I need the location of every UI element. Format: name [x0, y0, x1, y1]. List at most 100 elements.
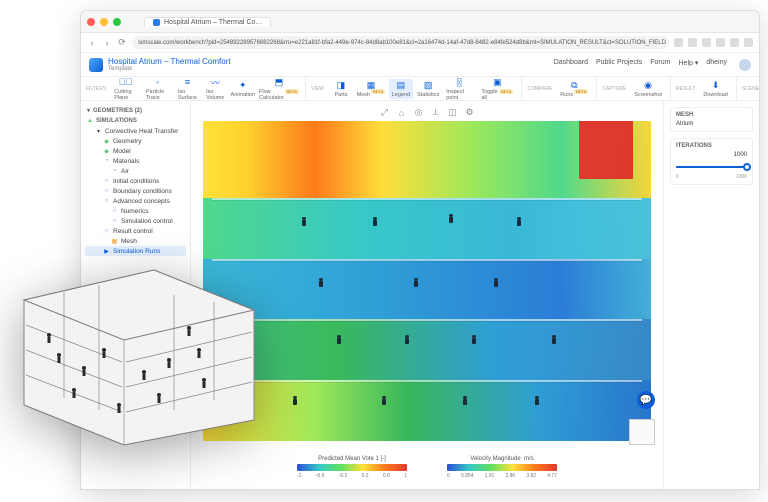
- url-field[interactable]: simscale.com/workbench?pid=2548922895768…: [132, 36, 669, 49]
- legend-ticks: -1-0.6-0.20.20.61: [297, 473, 407, 479]
- flow-calculator-icon: ⬒: [274, 77, 285, 88]
- toolbar-iso-volume[interactable]: 〰Iso Volume: [203, 76, 228, 102]
- grid-icon[interactable]: ◫: [447, 107, 458, 118]
- legend-pmv: Predicted Mean Vote 1 [-] -1-0.6-0.20.20…: [297, 456, 407, 479]
- window-maximize[interactable]: [113, 18, 121, 26]
- nav-forward-icon[interactable]: ›: [102, 38, 112, 48]
- toolbar-cutting-plane[interactable]: ▭⃫Cutting Plane: [111, 76, 140, 102]
- floor-slab: [212, 319, 642, 321]
- mat-icon: ◔: [103, 158, 110, 165]
- right-panel: MESH Atrium ITERATIONS 1000 0 1000: [663, 101, 759, 489]
- toolbar-section: CAPTURE◉Screenshot: [597, 77, 671, 100]
- simulations-header[interactable]: ▲ SIMULATIONS: [85, 116, 186, 126]
- occupant-icon: [382, 396, 386, 405]
- geometries-header[interactable]: ▾ GEOMETRIES (2): [85, 105, 186, 116]
- tree-initial-conditions[interactable]: ○Initial conditions: [85, 176, 186, 186]
- tree-advanced-concepts[interactable]: ○Advanced concepts: [85, 196, 186, 206]
- link-dashboard[interactable]: Dashboard: [554, 59, 588, 71]
- toolbar-runs[interactable]: ⧉RunsBETA: [557, 79, 591, 99]
- tree-materials[interactable]: ◔Materials: [85, 156, 186, 166]
- toolbar-particle-trace[interactable]: ◦Particle Trace: [143, 76, 172, 102]
- browser-tab[interactable]: Hospital Atrium – Thermal Co…: [144, 17, 271, 27]
- bc-icon: ○: [103, 228, 110, 235]
- ruler-icon[interactable]: ⟂: [430, 107, 441, 118]
- occupant-icon: [472, 335, 476, 344]
- toolbar-btn-label: Toggle all: [481, 89, 498, 101]
- occupant-icon: [337, 335, 341, 344]
- nav-refresh-icon[interactable]: ⟳: [117, 38, 127, 48]
- axis-cube[interactable]: [629, 419, 655, 445]
- occupant-icon: [494, 278, 498, 287]
- nav-back-icon[interactable]: ‹: [87, 38, 97, 48]
- toolbar-btn-label: Mesh: [357, 92, 370, 98]
- toolbar-btn-label: Animation: [231, 92, 255, 98]
- toolbar-animation[interactable]: ✦Animation: [231, 79, 255, 99]
- extension-icon[interactable]: [730, 38, 739, 47]
- toolbar-flow-calculator[interactable]: ⬒Flow CalculatorBETA: [258, 76, 300, 102]
- url-text: simscale.com/workbench?pid=2548922895768…: [138, 40, 666, 46]
- chat-fab[interactable]: 💬: [637, 391, 655, 409]
- colorbar: [297, 464, 407, 471]
- tree-item-label: Materials: [113, 158, 139, 165]
- tick-label: 4.77: [547, 473, 557, 479]
- extension-icon[interactable]: [688, 38, 697, 47]
- toolbar-inspect-point[interactable]: 〿Inspect point: [443, 76, 475, 102]
- settings-icon[interactable]: ⚙: [464, 107, 475, 118]
- iso-surface-icon: ≡: [182, 77, 193, 88]
- window-minimize[interactable]: [100, 18, 108, 26]
- parts-icon: ◨: [336, 80, 347, 91]
- link-forum[interactable]: Forum: [650, 59, 670, 71]
- project-title[interactable]: Hospital Atrium – Thermal Comfort: [108, 57, 231, 66]
- toolbar-toggle-all[interactable]: ▣Toggle allBETA: [478, 76, 516, 102]
- toolbar-section: SCENE⊞Save☰Scenes: [737, 77, 760, 100]
- extension-icon[interactable]: [744, 38, 753, 47]
- tree-geometry[interactable]: ◆Geometry: [85, 136, 186, 146]
- avatar[interactable]: [739, 59, 751, 71]
- occupant-icon: [302, 217, 306, 226]
- toolbar-iso-surface[interactable]: ≡Iso Surface: [175, 76, 200, 102]
- tree-numerics[interactable]: ○Numerics: [85, 206, 186, 216]
- fit-view-icon[interactable]: ⤢: [379, 107, 390, 118]
- thermal-building: [203, 121, 651, 441]
- link-help[interactable]: Help ▾: [679, 59, 699, 71]
- tree-simulation-control[interactable]: ○Simulation control: [85, 216, 186, 226]
- occupant-icon: [405, 335, 409, 344]
- toolbar-download[interactable]: ⬇Download: [700, 79, 730, 99]
- extension-icon[interactable]: [702, 38, 711, 47]
- iterations-slider[interactable]: [676, 162, 747, 172]
- toolbar-statistics[interactable]: ▧Statistics: [416, 79, 440, 99]
- toolbar-btn-label: Legend: [392, 92, 410, 98]
- occupant-icon: [552, 335, 556, 344]
- particle-trace-icon: ◦: [152, 77, 163, 88]
- occupant-icon: [414, 278, 418, 287]
- user-name[interactable]: dheiny: [706, 59, 727, 71]
- tree-convective-heat-transfer[interactable]: ▾Convective Heat Transfer: [85, 126, 186, 136]
- toolbar-legend[interactable]: ▤Legend: [389, 79, 413, 99]
- extension-icon[interactable]: [716, 38, 725, 47]
- screenshot-icon: ◉: [643, 80, 654, 91]
- tree-item-label: Result control: [113, 228, 153, 235]
- toolbar-parts[interactable]: ◨Parts: [329, 79, 353, 99]
- toolbar-btn-label: Inspect point: [446, 89, 472, 101]
- toolbar-section-label: FILTERS: [86, 86, 106, 92]
- camera-icon[interactable]: ◎: [413, 107, 424, 118]
- window-close[interactable]: [87, 18, 95, 26]
- browser-titlebar: Hospital Atrium – Thermal Co…: [81, 11, 759, 33]
- legend-title: Velocity Magnitude m/s: [470, 456, 533, 462]
- toolbar-btn-label: Iso Surface: [178, 89, 197, 101]
- tree-air[interactable]: ◔Air: [85, 166, 186, 176]
- toolbar-section: RESULT⬇Download: [671, 77, 737, 100]
- home-view-icon[interactable]: ⌂: [396, 107, 407, 118]
- extension-icon[interactable]: [674, 38, 683, 47]
- tree-boundary-conditions[interactable]: ○Boundary conditions: [85, 186, 186, 196]
- link-public-projects[interactable]: Public Projects: [596, 59, 642, 71]
- toolbar-section: COMPARE⧉RunsBETA: [522, 77, 597, 100]
- toolbar-btn-label: Cutting Plane: [114, 89, 137, 101]
- tick-label: 1: [404, 473, 407, 479]
- tree-model[interactable]: ◆Model: [85, 146, 186, 156]
- toolbar-mesh[interactable]: ▦MeshBETA: [356, 79, 386, 99]
- app-logo-icon[interactable]: [89, 58, 103, 72]
- tree-result-control[interactable]: ○Result control: [85, 226, 186, 236]
- toolbar-screenshot[interactable]: ◉Screenshot: [631, 79, 665, 99]
- slider-min: 0: [676, 174, 679, 180]
